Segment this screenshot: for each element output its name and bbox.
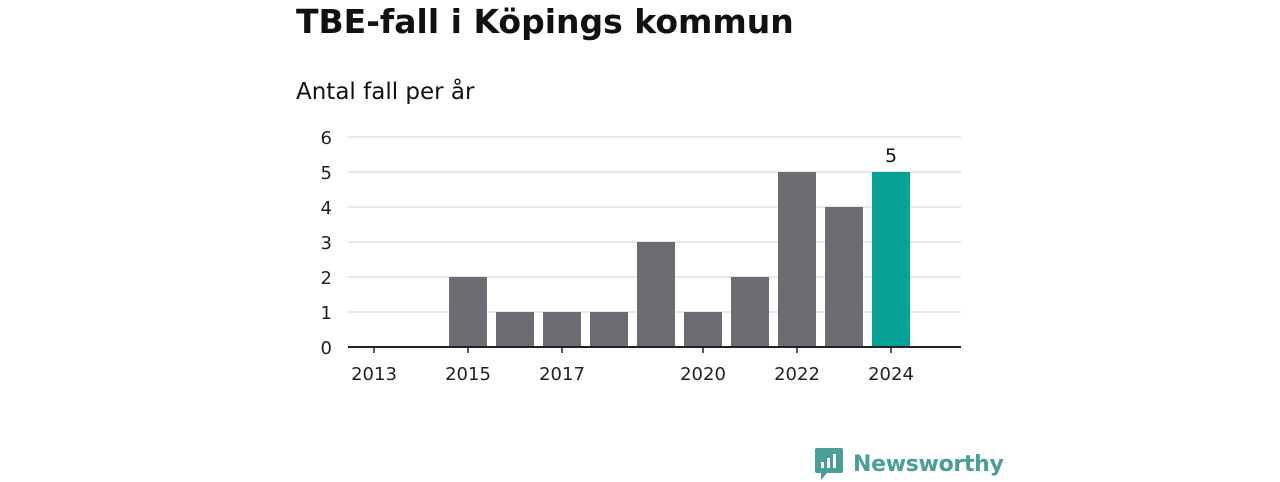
y-tick-label: 6 (321, 128, 332, 149)
bar-2020 (684, 312, 722, 347)
chart-subtitle: Antal fall per år (296, 79, 475, 105)
bar-2017 (543, 312, 581, 347)
x-tick-label: 2022 (774, 364, 820, 385)
brand-name: Newsworthy (853, 451, 1004, 477)
bar-2024 (872, 172, 910, 347)
brand-logo: Newsworthy (814, 446, 1004, 482)
x-tick-label: 2024 (868, 364, 914, 385)
bar-2021 (731, 277, 769, 347)
y-tick-label: 4 (321, 198, 332, 219)
bar-2019 (637, 242, 675, 347)
x-tick-label: 2015 (445, 364, 491, 385)
y-tick-label: 3 (321, 233, 332, 254)
bar-2023 (825, 207, 863, 347)
x-tick-label: 2020 (680, 364, 726, 385)
bar-2015 (449, 277, 487, 347)
bar-2022 (778, 172, 816, 347)
x-tick-label: 2017 (539, 364, 585, 385)
y-tick-label: 1 (321, 303, 332, 324)
bar-2016 (496, 312, 534, 347)
chart-title: TBE-fall i Köpings kommun (296, 2, 794, 41)
x-tick-label: 2013 (351, 364, 397, 385)
newsworthy-logo-icon (815, 448, 843, 480)
y-tick-label: 5 (321, 163, 332, 184)
bar-2018 (590, 312, 628, 347)
y-tick-label: 0 (321, 338, 332, 359)
y-tick-label: 2 (321, 268, 332, 289)
data-label: 5 (885, 145, 897, 167)
